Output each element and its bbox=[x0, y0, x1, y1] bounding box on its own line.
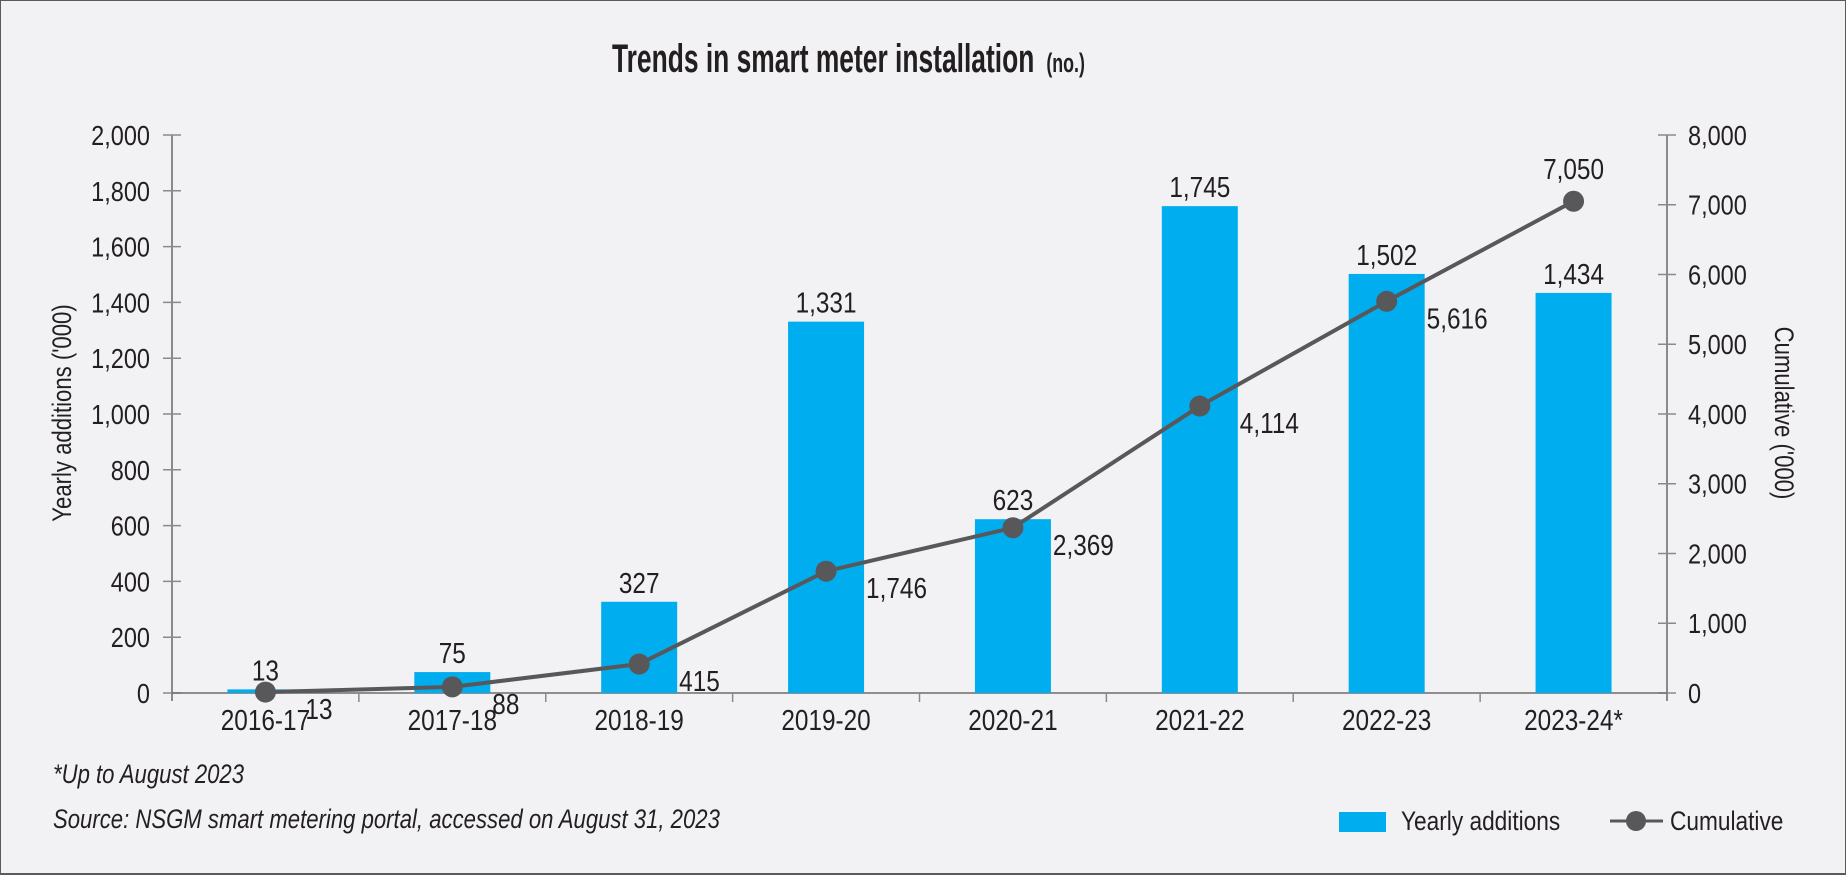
bar-value-label: 1,434 bbox=[1543, 258, 1604, 290]
y-tick-label-right: 0 bbox=[1688, 679, 1701, 709]
legend-label-yearly-additions: Yearly additions bbox=[1401, 806, 1560, 836]
chart-title: Trends in smart meter installation bbox=[612, 37, 1034, 82]
y-tick-label-right: 3,000 bbox=[1688, 470, 1747, 500]
legend-marker-cumulative bbox=[1626, 811, 1646, 831]
line-value-label: 1,746 bbox=[866, 572, 927, 604]
line-point bbox=[441, 676, 463, 698]
bar bbox=[788, 321, 865, 693]
data-labels: 13 75 327 1,331 623 1,745 1,502 1,434 13 88 415 1,7… bbox=[252, 153, 1604, 725]
y-tick-label-left: 1,400 bbox=[91, 289, 150, 319]
y-axis-title-left: Yearly additions ('000) bbox=[48, 304, 78, 521]
line-point bbox=[1376, 290, 1398, 312]
bar bbox=[1535, 292, 1612, 693]
legend-label-cumulative: Cumulative bbox=[1670, 806, 1783, 836]
y-tick-label-right: 4,000 bbox=[1688, 400, 1747, 430]
bar-value-label: 1,745 bbox=[1169, 171, 1230, 203]
axes: 0 200 400 600 800 1,000 1,200 1,400 1,600 1,800 2,… bbox=[91, 121, 1747, 736]
legend: Yearly additions Cumulative bbox=[1339, 806, 1783, 836]
x-tick-label: 2016-17 bbox=[221, 704, 310, 736]
line-point bbox=[1563, 190, 1585, 212]
bar bbox=[974, 519, 1051, 693]
bar-series bbox=[227, 206, 1612, 693]
x-tick-label: 2022-23 bbox=[1342, 704, 1431, 736]
y-tick-label-left: 1,800 bbox=[91, 177, 150, 207]
line-point bbox=[254, 681, 276, 703]
line-value-label: 7,050 bbox=[1543, 153, 1604, 185]
x-tick-label: 2017-18 bbox=[408, 704, 497, 736]
y-tick-label-left: 1,200 bbox=[91, 344, 150, 374]
y-tick-label-left: 1,000 bbox=[91, 400, 150, 430]
bar-value-label: 1,502 bbox=[1356, 239, 1417, 271]
bar bbox=[1348, 273, 1425, 693]
cumulative-line bbox=[265, 199, 1575, 695]
line-value-label: 415 bbox=[679, 665, 720, 697]
bar-value-label: 327 bbox=[619, 567, 660, 599]
bar-value-label: 623 bbox=[993, 484, 1034, 516]
y-tick-label-left: 1,600 bbox=[91, 233, 150, 263]
y-tick-label-right: 8,000 bbox=[1688, 121, 1747, 151]
line-value-label: 13 bbox=[305, 693, 332, 725]
x-tick-label: 2021-22 bbox=[1155, 704, 1244, 736]
line-value-label: 5,616 bbox=[1427, 302, 1488, 334]
x-tick-label: 2019-20 bbox=[781, 704, 870, 736]
y-tick-label-left: 600 bbox=[111, 512, 150, 542]
y-tick-label-left: 800 bbox=[111, 456, 150, 486]
bar bbox=[601, 601, 678, 693]
bar bbox=[1161, 206, 1238, 693]
x-tick-label: 2020-21 bbox=[968, 704, 1057, 736]
y-tick-label-right: 6,000 bbox=[1688, 261, 1747, 291]
y-tick-label-right: 2,000 bbox=[1688, 540, 1747, 570]
line-point bbox=[628, 653, 650, 675]
footnote: *Up to August 2023 bbox=[53, 760, 244, 790]
line-series bbox=[254, 190, 1585, 703]
legend-swatch-yearly-additions bbox=[1339, 812, 1386, 832]
y-tick-label-left: 200 bbox=[111, 623, 150, 653]
y-tick-label-left: 0 bbox=[137, 679, 150, 709]
line-point bbox=[815, 560, 837, 582]
source-note: Source: NSGM smart metering portal, acce… bbox=[53, 805, 720, 835]
chart-title-unit: (no.) bbox=[1046, 47, 1085, 78]
x-tick-label: 2023-24* bbox=[1524, 704, 1623, 736]
y-tick-label-right: 5,000 bbox=[1688, 330, 1747, 360]
chart-title-group: Trends in smart meter installation (no.) bbox=[612, 37, 1085, 82]
y-tick-label-left: 2,000 bbox=[91, 121, 150, 151]
line-point bbox=[1002, 517, 1024, 539]
line-point bbox=[1189, 395, 1211, 417]
y-axis-title-right: Cumulative ('000) bbox=[1768, 327, 1798, 500]
bar-value-label: 1,331 bbox=[796, 287, 857, 319]
y-tick-label-left: 400 bbox=[111, 568, 150, 598]
x-tick-label: 2018-19 bbox=[595, 704, 684, 736]
bar-value-label: 13 bbox=[252, 654, 279, 686]
y-tick-label-right: 7,000 bbox=[1688, 191, 1747, 221]
y-tick-label-right: 1,000 bbox=[1688, 609, 1747, 639]
line-value-label: 88 bbox=[492, 688, 519, 720]
line-value-label: 2,369 bbox=[1053, 529, 1114, 561]
line-value-label: 4,114 bbox=[1240, 407, 1299, 439]
bar-value-label: 75 bbox=[439, 637, 466, 669]
